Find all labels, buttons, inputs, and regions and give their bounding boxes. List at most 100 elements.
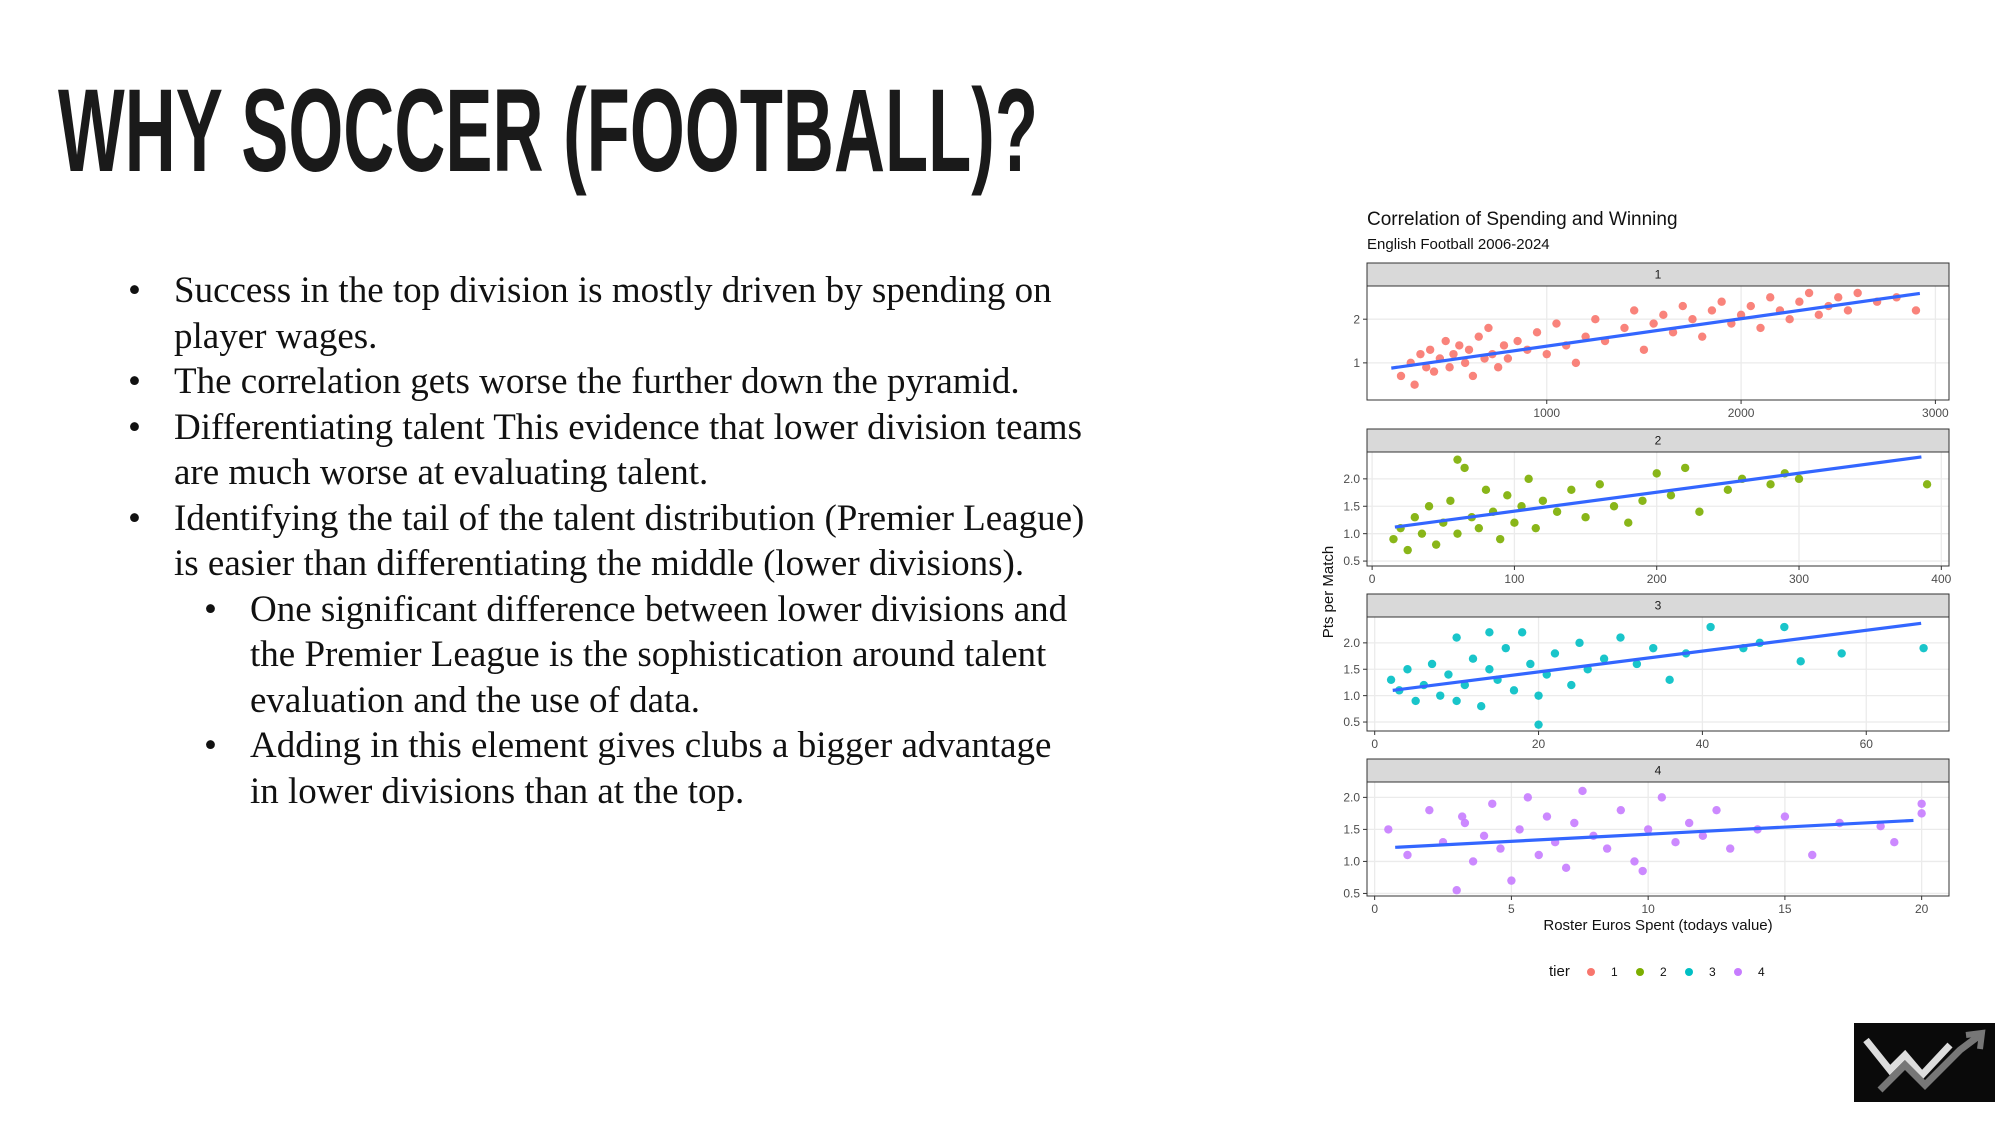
scatter-point (1649, 319, 1658, 328)
scatter-point (1532, 328, 1542, 337)
scatter-point (1484, 323, 1493, 333)
scatter-point (1616, 805, 1626, 815)
legend-swatch (1587, 968, 1595, 976)
scatter-point (1575, 638, 1584, 648)
plot-border (1366, 285, 1950, 401)
x-tick-label: 0 (1369, 572, 1376, 586)
scatter-point (1531, 523, 1540, 533)
scatter-point (1571, 358, 1581, 368)
scatter-point (1853, 288, 1862, 298)
y-tick-label: 0.5 (1343, 715, 1360, 729)
scatter-point (1503, 354, 1513, 363)
plot-panel (1367, 452, 1949, 566)
scatter-point (1542, 812, 1552, 821)
scatter-point (1386, 675, 1396, 685)
scatter-point (1515, 825, 1524, 834)
scatter-point (1523, 793, 1533, 802)
bullet-list: Success in the top division is mostly dr… (128, 268, 1088, 814)
scatter-point (1455, 341, 1464, 350)
y-tick-label: 0.5 (1343, 887, 1360, 901)
scatter-point (1538, 496, 1548, 505)
scatter-point (1431, 540, 1441, 549)
scatter-point (1542, 349, 1551, 359)
scatter-point (1429, 367, 1439, 376)
x-tick-label: 0 (1371, 902, 1378, 916)
scatter-point (1688, 314, 1697, 324)
y-tick-label: 0.5 (1343, 554, 1360, 568)
x-tick-label: 5 (1508, 902, 1515, 916)
scatter-point (1389, 534, 1398, 544)
sub-bullet: Adding in this element gives clubs a big… (204, 723, 1088, 814)
scatter-point (1416, 349, 1425, 359)
facet-label: 4 (1655, 764, 1662, 778)
scatter-point (1834, 293, 1843, 302)
y-tick-label: 1.0 (1343, 855, 1360, 869)
scatter-point (1452, 886, 1461, 895)
scatter-point (1477, 701, 1486, 711)
scatter-point (1534, 720, 1543, 729)
x-tick-label: 15 (1778, 902, 1792, 916)
legend-label: 2 (1660, 965, 1667, 979)
scatter-point (1666, 491, 1676, 500)
scatter-point (1632, 659, 1642, 669)
scatter-point (1453, 529, 1462, 538)
scatter-point (1474, 523, 1484, 533)
scatter-point (1629, 306, 1639, 315)
scatter-point (1534, 691, 1543, 700)
plot-panel (1367, 617, 1949, 731)
x-tick-label: 20 (1532, 737, 1546, 751)
y-tick-label: 1 (1353, 356, 1360, 370)
scatter-point (1649, 643, 1658, 653)
scatter-point (1513, 336, 1522, 346)
scatter-point (1723, 485, 1733, 495)
scatter-point (1922, 480, 1932, 489)
plot-border (1366, 451, 1950, 567)
scatter-point (1595, 480, 1605, 489)
scatter-point (1567, 485, 1576, 495)
legend-label: 3 (1709, 965, 1716, 979)
scatter-point (1410, 513, 1420, 522)
scatter-point (1785, 314, 1794, 324)
scatter-point (1552, 319, 1561, 328)
scatter-point (1616, 633, 1625, 642)
scatter-point (1526, 659, 1535, 669)
y-tick-label: 1.5 (1343, 662, 1360, 676)
scatter-point (1517, 628, 1527, 637)
legend-title: tier (1549, 963, 1570, 980)
chart-title: Correlation of Spending and Winning (1367, 209, 1678, 230)
plot-panel (1367, 286, 1949, 400)
scatter-point (1766, 480, 1775, 489)
scatter-point (1550, 649, 1560, 658)
scatter-point (1837, 649, 1846, 658)
x-tick-label: 20 (1915, 902, 1929, 916)
scatter-point (1460, 818, 1470, 828)
fit-line (1395, 818, 1914, 849)
facet-label: 2 (1655, 434, 1662, 448)
scatter-point (1652, 469, 1661, 478)
x-tick-label: 200 (1647, 572, 1667, 586)
scatter-point (1795, 297, 1804, 306)
scatter-point (1726, 844, 1735, 853)
scatter-point (1638, 496, 1647, 505)
scatter-point (1591, 314, 1600, 324)
x-tick-label: 10 (1641, 902, 1655, 916)
bullet-items: Success in the top division is mostly dr… (128, 268, 1088, 814)
scatter-point (1485, 665, 1494, 674)
scatter-point (1794, 474, 1804, 484)
scatter-point (1495, 534, 1505, 544)
scatter-point (1468, 857, 1478, 866)
scatter-point (1403, 545, 1412, 555)
scatter-point (1659, 310, 1668, 320)
scatter-point (1581, 513, 1590, 522)
scatter-point (1876, 821, 1885, 831)
scatter-point (1403, 665, 1412, 674)
scatter-point (1657, 793, 1667, 802)
scatter-point (1445, 363, 1454, 372)
scatter-point (1919, 643, 1928, 653)
scatter-point (1911, 306, 1921, 315)
scatter-point (1638, 866, 1647, 876)
scatter-point (1890, 838, 1899, 847)
y-tick-label: 2 (1353, 312, 1360, 326)
scatter-point (1510, 518, 1519, 527)
